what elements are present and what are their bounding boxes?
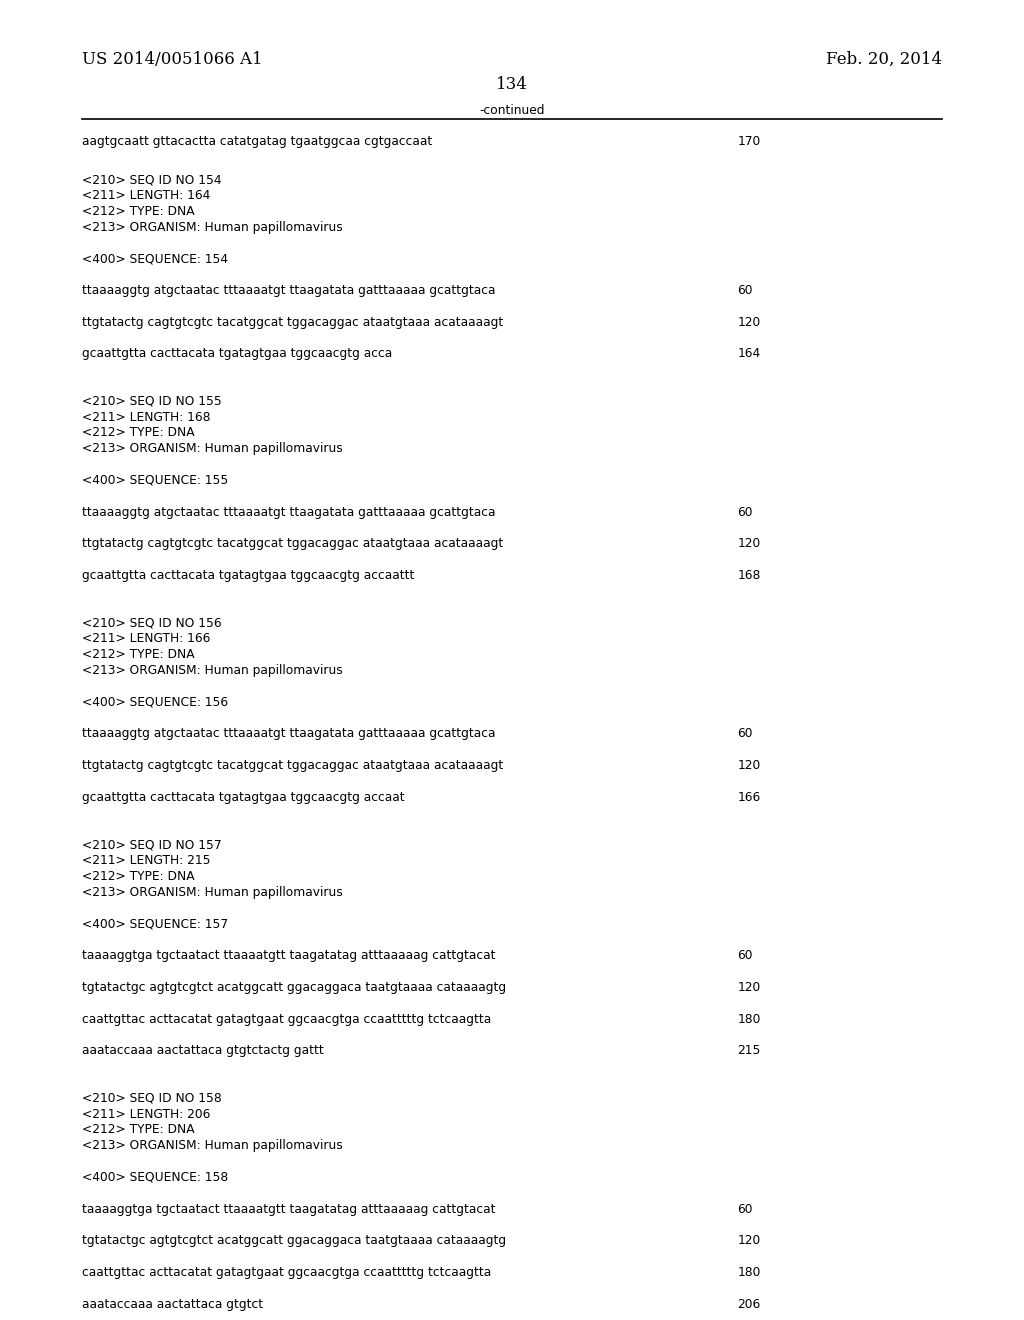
Text: ttaaaaggtg atgctaatac tttaaaatgt ttaagatata gatttaaaaa gcattgtaca: ttaaaaggtg atgctaatac tttaaaatgt ttaagat… bbox=[82, 506, 496, 519]
Text: ttaaaaggtg atgctaatac tttaaaatgt ttaagatata gatttaaaaa gcattgtaca: ttaaaaggtg atgctaatac tttaaaatgt ttaagat… bbox=[82, 284, 496, 297]
Text: 60: 60 bbox=[737, 284, 753, 297]
Text: <213> ORGANISM: Human papillomavirus: <213> ORGANISM: Human papillomavirus bbox=[82, 220, 343, 234]
Text: <212> TYPE: DNA: <212> TYPE: DNA bbox=[82, 1123, 195, 1137]
Text: -continued: -continued bbox=[479, 104, 545, 117]
Text: <210> SEQ ID NO 157: <210> SEQ ID NO 157 bbox=[82, 838, 221, 851]
Text: <212> TYPE: DNA: <212> TYPE: DNA bbox=[82, 205, 195, 218]
Text: 180: 180 bbox=[737, 1012, 761, 1026]
Text: 120: 120 bbox=[737, 537, 761, 550]
Text: 60: 60 bbox=[737, 506, 753, 519]
Text: <211> LENGTH: 206: <211> LENGTH: 206 bbox=[82, 1107, 210, 1121]
Text: ttgtatactg cagtgtcgtc tacatggcat tggacaggac ataatgtaaa acataaaagt: ttgtatactg cagtgtcgtc tacatggcat tggacag… bbox=[82, 759, 503, 772]
Text: tgtatactgc agtgtcgtct acatggcatt ggacaggaca taatgtaaaa cataaaagtg: tgtatactgc agtgtcgtct acatggcatt ggacagg… bbox=[82, 1234, 506, 1247]
Text: <213> ORGANISM: Human papillomavirus: <213> ORGANISM: Human papillomavirus bbox=[82, 442, 343, 455]
Text: taaaaggtga tgctaatact ttaaaatgtt taagatatag atttaaaaag cattgtacat: taaaaggtga tgctaatact ttaaaatgtt taagata… bbox=[82, 1203, 496, 1216]
Text: gcaattgtta cacttacata tgatagtgaa tggcaacgtg accaat: gcaattgtta cacttacata tgatagtgaa tggcaac… bbox=[82, 791, 404, 804]
Text: 120: 120 bbox=[737, 315, 761, 329]
Text: aaataccaaa aactattaca gtgtctactg gattt: aaataccaaa aactattaca gtgtctactg gattt bbox=[82, 1044, 324, 1057]
Text: 120: 120 bbox=[737, 759, 761, 772]
Text: US 2014/0051066 A1: US 2014/0051066 A1 bbox=[82, 51, 262, 67]
Text: 180: 180 bbox=[737, 1266, 761, 1279]
Text: 60: 60 bbox=[737, 949, 753, 962]
Text: <212> TYPE: DNA: <212> TYPE: DNA bbox=[82, 648, 195, 661]
Text: <212> TYPE: DNA: <212> TYPE: DNA bbox=[82, 870, 195, 883]
Text: <210> SEQ ID NO 155: <210> SEQ ID NO 155 bbox=[82, 395, 221, 408]
Text: <213> ORGANISM: Human papillomavirus: <213> ORGANISM: Human papillomavirus bbox=[82, 1139, 343, 1152]
Text: <211> LENGTH: 168: <211> LENGTH: 168 bbox=[82, 411, 210, 424]
Text: 60: 60 bbox=[737, 1203, 753, 1216]
Text: aaataccaaa aactattaca gtgtct: aaataccaaa aactattaca gtgtct bbox=[82, 1298, 263, 1311]
Text: <210> SEQ ID NO 156: <210> SEQ ID NO 156 bbox=[82, 616, 221, 630]
Text: 215: 215 bbox=[737, 1044, 761, 1057]
Text: gcaattgtta cacttacata tgatagtgaa tggcaacgtg accaattt: gcaattgtta cacttacata tgatagtgaa tggcaac… bbox=[82, 569, 415, 582]
Text: <210> SEQ ID NO 154: <210> SEQ ID NO 154 bbox=[82, 173, 221, 186]
Text: <211> LENGTH: 164: <211> LENGTH: 164 bbox=[82, 189, 210, 202]
Text: ttgtatactg cagtgtcgtc tacatggcat tggacaggac ataatgtaaa acataaaagt: ttgtatactg cagtgtcgtc tacatggcat tggacag… bbox=[82, 537, 503, 550]
Text: <400> SEQUENCE: 155: <400> SEQUENCE: 155 bbox=[82, 474, 228, 487]
Text: tgtatactgc agtgtcgtct acatggcatt ggacaggaca taatgtaaaa cataaaagtg: tgtatactgc agtgtcgtct acatggcatt ggacagg… bbox=[82, 981, 506, 994]
Text: <400> SEQUENCE: 154: <400> SEQUENCE: 154 bbox=[82, 252, 228, 265]
Text: <210> SEQ ID NO 158: <210> SEQ ID NO 158 bbox=[82, 1092, 221, 1105]
Text: 164: 164 bbox=[737, 347, 761, 360]
Text: Feb. 20, 2014: Feb. 20, 2014 bbox=[826, 51, 942, 67]
Text: 120: 120 bbox=[737, 1234, 761, 1247]
Text: 166: 166 bbox=[737, 791, 761, 804]
Text: 170: 170 bbox=[737, 135, 761, 148]
Text: <400> SEQUENCE: 156: <400> SEQUENCE: 156 bbox=[82, 696, 228, 709]
Text: <400> SEQUENCE: 157: <400> SEQUENCE: 157 bbox=[82, 917, 228, 931]
Text: 60: 60 bbox=[737, 727, 753, 741]
Text: 120: 120 bbox=[737, 981, 761, 994]
Text: <212> TYPE: DNA: <212> TYPE: DNA bbox=[82, 426, 195, 440]
Text: ttaaaaggtg atgctaatac tttaaaatgt ttaagatata gatttaaaaa gcattgtaca: ttaaaaggtg atgctaatac tttaaaatgt ttaagat… bbox=[82, 727, 496, 741]
Text: 134: 134 bbox=[496, 77, 528, 92]
Text: caattgttac acttacatat gatagtgaat ggcaacgtga ccaatttttg tctcaagtta: caattgttac acttacatat gatagtgaat ggcaacg… bbox=[82, 1012, 492, 1026]
Text: 206: 206 bbox=[737, 1298, 761, 1311]
Text: aagtgcaatt gttacactta catatgatag tgaatggcaa cgtgaccaat: aagtgcaatt gttacactta catatgatag tgaatgg… bbox=[82, 135, 432, 148]
Text: 168: 168 bbox=[737, 569, 761, 582]
Text: ttgtatactg cagtgtcgtc tacatggcat tggacaggac ataatgtaaa acataaaagt: ttgtatactg cagtgtcgtc tacatggcat tggacag… bbox=[82, 315, 503, 329]
Text: <211> LENGTH: 215: <211> LENGTH: 215 bbox=[82, 854, 210, 867]
Text: <213> ORGANISM: Human papillomavirus: <213> ORGANISM: Human papillomavirus bbox=[82, 886, 343, 899]
Text: <211> LENGTH: 166: <211> LENGTH: 166 bbox=[82, 632, 210, 645]
Text: caattgttac acttacatat gatagtgaat ggcaacgtga ccaatttttg tctcaagtta: caattgttac acttacatat gatagtgaat ggcaacg… bbox=[82, 1266, 492, 1279]
Text: taaaaggtga tgctaatact ttaaaatgtt taagatatag atttaaaaag cattgtacat: taaaaggtga tgctaatact ttaaaatgtt taagata… bbox=[82, 949, 496, 962]
Text: <400> SEQUENCE: 158: <400> SEQUENCE: 158 bbox=[82, 1171, 228, 1184]
Text: gcaattgtta cacttacata tgatagtgaa tggcaacgtg acca: gcaattgtta cacttacata tgatagtgaa tggcaac… bbox=[82, 347, 392, 360]
Text: <213> ORGANISM: Human papillomavirus: <213> ORGANISM: Human papillomavirus bbox=[82, 664, 343, 677]
